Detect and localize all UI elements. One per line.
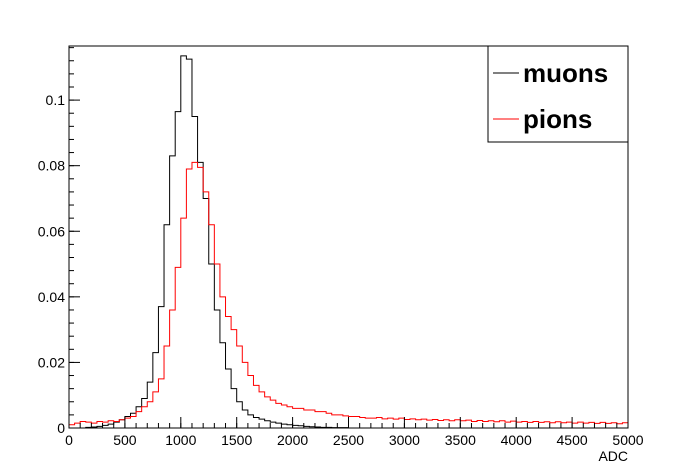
y-tick-label: 0.08 <box>38 158 65 174</box>
y-tick-label: 0.04 <box>38 289 65 305</box>
y-tick-label: 0.06 <box>38 223 65 239</box>
x-tick-label: 5000 <box>612 432 643 448</box>
x-tick-label: 2000 <box>277 432 308 448</box>
y-tick-label: 0.1 <box>46 92 66 108</box>
legend-label-pions: pions <box>523 104 592 134</box>
x-tick-label: 2500 <box>333 432 364 448</box>
x-tick-label: 1500 <box>221 432 252 448</box>
y-tick-label: 0 <box>57 420 65 436</box>
x-tick-label: 1000 <box>165 432 196 448</box>
y-tick-label: 0.02 <box>38 354 65 370</box>
legend-box <box>487 45 629 143</box>
ticks-layer: 0 500 1000 1500 2000 2500 3000 3500 4000 4500 5000… <box>38 47 644 448</box>
x-tick-label: 3000 <box>389 432 420 448</box>
legend-label-muons: muons <box>523 58 608 88</box>
x-tick-label: 3500 <box>445 432 476 448</box>
series-line-pions <box>69 161 628 426</box>
legend: muons pions <box>487 45 629 143</box>
x-tick-label: 4500 <box>557 432 588 448</box>
x-tick-label: 4000 <box>501 432 532 448</box>
x-axis-title: ADC <box>598 448 628 464</box>
x-tick-label: 500 <box>113 432 137 448</box>
x-tick-label: 0 <box>65 432 73 448</box>
